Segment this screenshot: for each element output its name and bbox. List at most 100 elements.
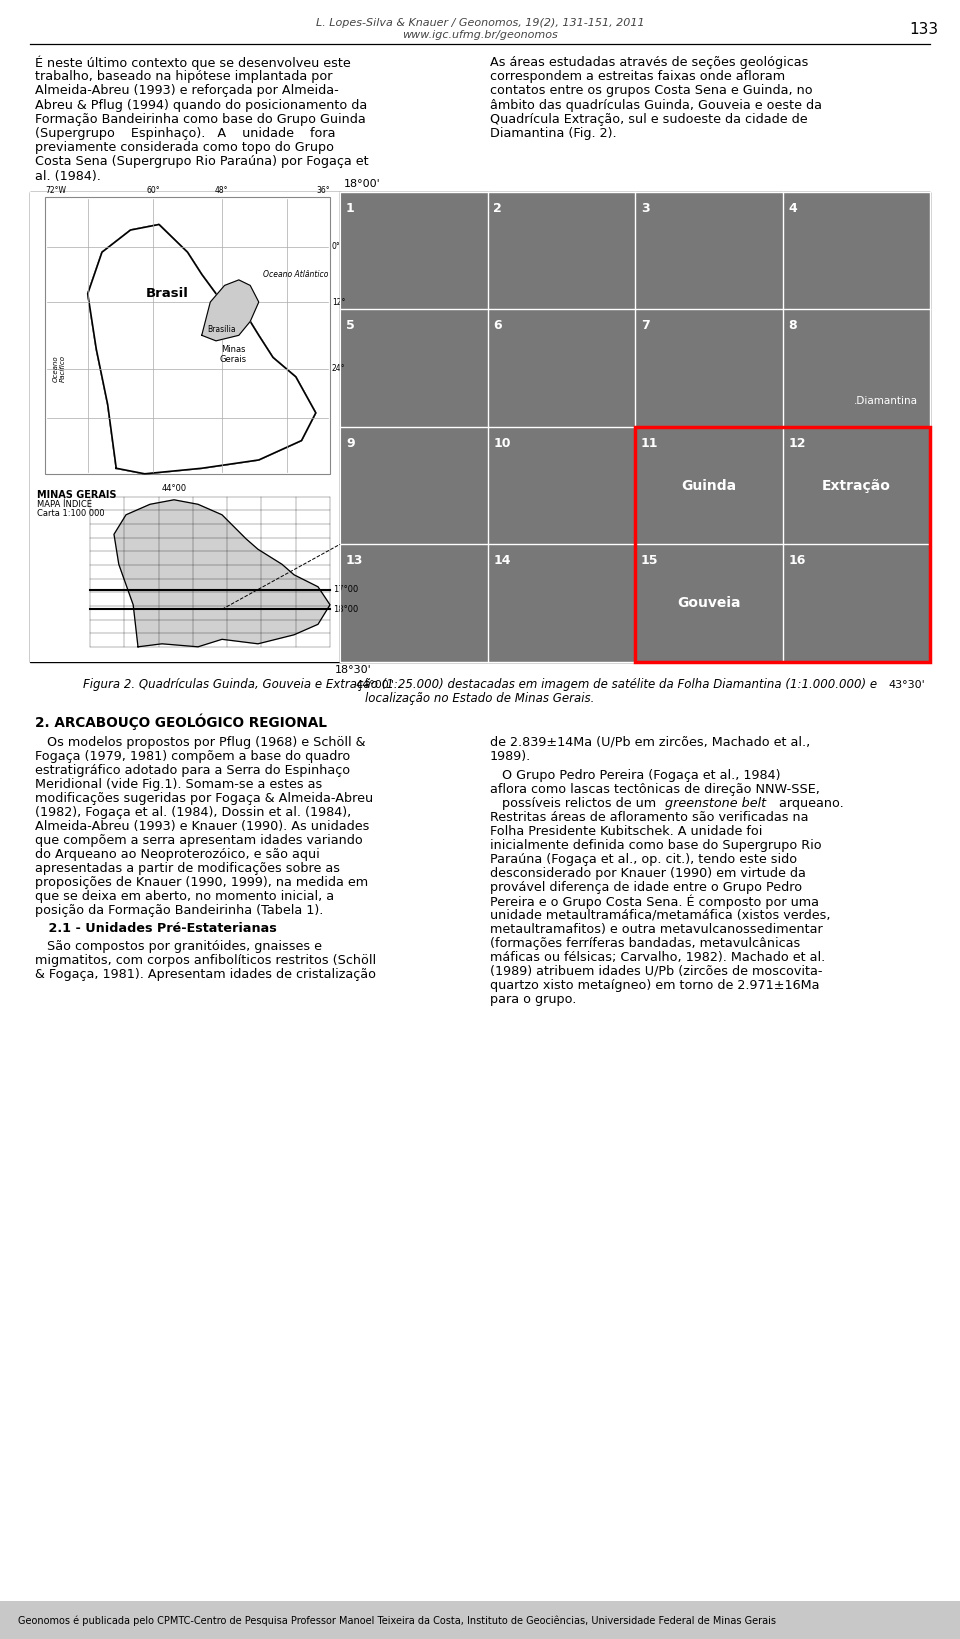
Text: migmatitos, com corpos anfibolíticos restritos (Schöll: migmatitos, com corpos anfibolíticos res… xyxy=(35,954,376,967)
Text: Guinda: Guinda xyxy=(682,479,736,493)
Bar xyxy=(340,192,930,662)
Text: Brasil: Brasil xyxy=(146,287,189,300)
Text: Folha Presidente Kubitschek. A unidade foi: Folha Presidente Kubitschek. A unidade f… xyxy=(490,824,762,838)
Text: Extração: Extração xyxy=(822,479,891,493)
Text: estratigráfico adotado para a Serra do Espinhaço: estratigráfico adotado para a Serra do E… xyxy=(35,764,350,777)
Text: previamente considerada como topo do Grupo: previamente considerada como topo do Gru… xyxy=(35,141,334,154)
Text: L. Lopes-Silva & Knauer / Geonomos, 19(2), 131-151, 2011: L. Lopes-Silva & Knauer / Geonomos, 19(2… xyxy=(316,18,644,28)
Text: Oceano
Pacífico: Oceano Pacífico xyxy=(53,356,65,382)
Text: trabalho, baseado na hipótese implantada por: trabalho, baseado na hipótese implantada… xyxy=(35,70,332,84)
Bar xyxy=(635,426,930,662)
Text: .Diamantina: .Diamantina xyxy=(854,397,918,406)
Polygon shape xyxy=(87,225,316,474)
Text: possíveis relictos de um: possíveis relictos de um xyxy=(490,797,660,810)
Text: Restritas áreas de afloramento são verificadas na: Restritas áreas de afloramento são verif… xyxy=(490,811,808,824)
Text: 18°30': 18°30' xyxy=(335,665,372,675)
Text: Almeida-Abreu (1993) e Knauer (1990). As unidades: Almeida-Abreu (1993) e Knauer (1990). As… xyxy=(35,820,370,833)
Bar xyxy=(30,192,930,662)
Text: & Fogaça, 1981). Apresentam idades de cristalização: & Fogaça, 1981). Apresentam idades de cr… xyxy=(35,967,376,980)
Text: apresentadas a partir de modificações sobre as: apresentadas a partir de modificações so… xyxy=(35,862,340,875)
Text: São compostos por granitóides, gnaisses e: São compostos por granitóides, gnaisses … xyxy=(35,939,322,952)
Text: que se deixa em aberto, no momento inicial, a: que se deixa em aberto, no momento inici… xyxy=(35,890,334,903)
Text: al. (1984).: al. (1984). xyxy=(35,169,101,182)
Bar xyxy=(0,1601,960,1639)
Text: âmbito das quadrículas Guinda, Gouveia e oeste da: âmbito das quadrículas Guinda, Gouveia e… xyxy=(490,98,822,111)
Text: Abreu & Pflug (1994) quando do posicionamento da: Abreu & Pflug (1994) quando do posiciona… xyxy=(35,98,368,111)
Text: Almeida-Abreu (1993) e reforçada por Almeida-: Almeida-Abreu (1993) e reforçada por Alm… xyxy=(35,84,339,97)
Text: Quadrícula Extração, sul e sudoeste da cidade de: Quadrícula Extração, sul e sudoeste da c… xyxy=(490,113,807,126)
Text: Pereira e o Grupo Costa Sena. É composto por uma: Pereira e o Grupo Costa Sena. É composto… xyxy=(490,895,819,910)
Text: Formação Bandeirinha como base do Grupo Guinda: Formação Bandeirinha como base do Grupo … xyxy=(35,113,366,126)
Text: 4: 4 xyxy=(788,202,797,215)
Text: Os modelos propostos por Pflug (1968) e Schöll &: Os modelos propostos por Pflug (1968) e … xyxy=(35,736,366,749)
Text: Minas
Gerais: Minas Gerais xyxy=(220,344,247,364)
Text: 2. ARCABOUÇO GEOLÓGICO REGIONAL: 2. ARCABOUÇO GEOLÓGICO REGIONAL xyxy=(35,715,326,731)
Bar xyxy=(45,197,330,474)
Text: localização no Estado de Minas Gerais.: localização no Estado de Minas Gerais. xyxy=(366,692,594,705)
Text: 17°00: 17°00 xyxy=(333,585,358,595)
Text: 133: 133 xyxy=(909,21,938,38)
Text: 8: 8 xyxy=(788,320,797,333)
Text: 0°: 0° xyxy=(332,243,341,251)
Text: 43°30': 43°30' xyxy=(888,680,925,690)
Text: 12: 12 xyxy=(788,438,806,449)
Text: máficas ou félsicas; Carvalho, 1982). Machado et al.: máficas ou félsicas; Carvalho, 1982). Ma… xyxy=(490,951,826,964)
Text: MINAS GERAIS: MINAS GERAIS xyxy=(37,490,116,500)
Text: 5: 5 xyxy=(346,320,355,333)
Text: Gouveia: Gouveia xyxy=(677,597,740,610)
Text: proposições de Knauer (1990, 1999), na medida em: proposições de Knauer (1990, 1999), na m… xyxy=(35,875,368,888)
Text: 36°: 36° xyxy=(317,185,330,195)
Text: 1: 1 xyxy=(346,202,355,215)
Text: 48°: 48° xyxy=(215,185,228,195)
Text: (1989) atribuem idades U/Pb (zircões de moscovita-: (1989) atribuem idades U/Pb (zircões de … xyxy=(490,965,823,978)
Text: www.igc.ufmg.br/geonomos: www.igc.ufmg.br/geonomos xyxy=(402,30,558,39)
Text: quartzo xisto metaígneo) em torno de 2.971±16Ma: quartzo xisto metaígneo) em torno de 2.9… xyxy=(490,978,820,992)
Polygon shape xyxy=(114,500,330,647)
Text: 44°00: 44°00 xyxy=(161,484,186,493)
Text: de 2.839±14Ma (U/Pb em zircões, Machado et al.,: de 2.839±14Ma (U/Pb em zircões, Machado … xyxy=(490,736,810,749)
Text: metaultramafitos) e outra metavulcanossedimentar: metaultramafitos) e outra metavulcanosse… xyxy=(490,923,823,936)
Text: 7: 7 xyxy=(641,320,650,333)
Text: Diamantina (Fig. 2).: Diamantina (Fig. 2). xyxy=(490,126,616,139)
Text: Paraúna (Fogaça et al., op. cit.), tendo este sido: Paraúna (Fogaça et al., op. cit.), tendo… xyxy=(490,852,797,865)
Text: (1982), Fogaça et al. (1984), Dossin et al. (1984),: (1982), Fogaça et al. (1984), Dossin et … xyxy=(35,806,351,820)
Text: para o grupo.: para o grupo. xyxy=(490,993,576,1006)
Text: 16: 16 xyxy=(788,554,805,567)
Text: que compõem a serra apresentam idades variando: que compõem a serra apresentam idades va… xyxy=(35,834,363,847)
Polygon shape xyxy=(202,280,259,341)
Text: inicialmente definida como base do Supergrupo Rio: inicialmente definida como base do Super… xyxy=(490,839,822,852)
Text: 10: 10 xyxy=(493,438,511,449)
Text: Meridional (vide Fig.1). Somam-se a estes as: Meridional (vide Fig.1). Somam-se a este… xyxy=(35,779,323,790)
Text: (Supergrupo    Espinhaço).   A    unidade    fora: (Supergrupo Espinhaço). A unidade fora xyxy=(35,126,335,139)
Text: posição da Formação Bandeirinha (Tabela 1).: posição da Formação Bandeirinha (Tabela … xyxy=(35,903,324,916)
Text: 12°: 12° xyxy=(332,298,346,306)
Text: desconsiderado por Knauer (1990) em virtude da: desconsiderado por Knauer (1990) em virt… xyxy=(490,867,805,880)
Text: Carta 1:100 000: Carta 1:100 000 xyxy=(37,508,105,518)
Text: 14: 14 xyxy=(493,554,511,567)
Text: unidade metaultramáfica/metamáfica (xistos verdes,: unidade metaultramáfica/metamáfica (xist… xyxy=(490,908,830,921)
Text: greenstone belt: greenstone belt xyxy=(665,797,766,810)
Text: Geonomos é publicada pelo CPMTC-Centro de Pesquisa Professor Manoel Teixeira da : Geonomos é publicada pelo CPMTC-Centro d… xyxy=(18,1616,776,1626)
Text: 60°: 60° xyxy=(147,185,160,195)
Text: 11: 11 xyxy=(641,438,659,449)
Text: aflora como lascas tectônicas de direção NNW-SSE,: aflora como lascas tectônicas de direção… xyxy=(490,783,820,797)
Text: As áreas estudadas através de seções geológicas: As áreas estudadas através de seções geo… xyxy=(490,56,808,69)
Text: 15: 15 xyxy=(641,554,659,567)
Text: contatos entre os grupos Costa Sena e Guinda, no: contatos entre os grupos Costa Sena e Gu… xyxy=(490,84,812,97)
Text: O Grupo Pedro Pereira (Fogaça et al., 1984): O Grupo Pedro Pereira (Fogaça et al., 19… xyxy=(490,769,780,782)
Text: 18°00': 18°00' xyxy=(344,179,381,188)
Text: Oceano Atlântico: Oceano Atlântico xyxy=(263,270,328,279)
Text: do Arqueano ao Neoproterozóico, e são aqui: do Arqueano ao Neoproterozóico, e são aq… xyxy=(35,847,320,860)
Text: É neste último contexto que se desenvolveu este: É neste último contexto que se desenvolv… xyxy=(35,56,350,70)
Text: 3: 3 xyxy=(641,202,650,215)
Text: 24°: 24° xyxy=(332,364,346,374)
Text: correspondem a estreitas faixas onde afloram: correspondem a estreitas faixas onde afl… xyxy=(490,70,785,84)
Text: 9: 9 xyxy=(346,438,354,449)
Text: 44°00": 44°00" xyxy=(355,680,394,690)
Text: 1989).: 1989). xyxy=(490,749,531,762)
Text: 2.1 - Unidades Pré-Estaterianas: 2.1 - Unidades Pré-Estaterianas xyxy=(35,921,276,934)
Text: 2: 2 xyxy=(493,202,502,215)
Text: 6: 6 xyxy=(493,320,502,333)
Text: Fogaça (1979, 1981) compõem a base do quadro: Fogaça (1979, 1981) compõem a base do qu… xyxy=(35,749,350,762)
Text: MAPA ÍNDICE: MAPA ÍNDICE xyxy=(37,500,92,508)
